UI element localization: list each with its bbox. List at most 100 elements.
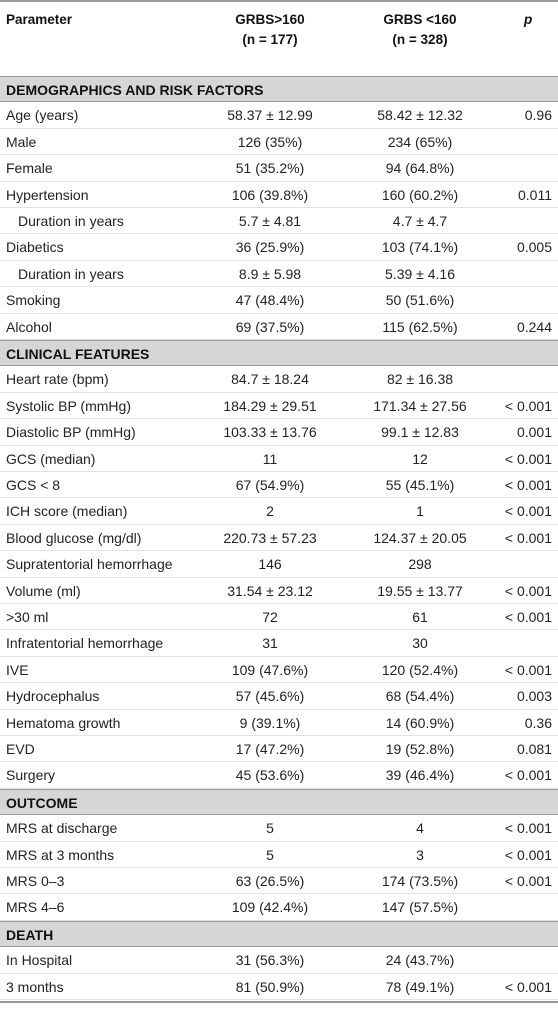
cell-value: 57 (45.6%) (235, 688, 305, 705)
cell-value: 58.42 ± 12.32 (377, 107, 463, 124)
table-row: Blood glucose (mg/dl) 220.73 ± 57.23 124.3… (0, 525, 558, 552)
cell-value: < 0.001 (504, 820, 552, 837)
row-label: MRS at 3 months (6, 846, 115, 863)
section-title: CLINICAL FEATURES (6, 346, 150, 362)
cell-value: 30 (412, 635, 428, 652)
row-label: Smoking (6, 292, 61, 309)
row-label: Male (6, 133, 37, 150)
column-header: GRBS <160 (383, 12, 457, 27)
cell-value: 63 (26.5%) (235, 873, 305, 889)
table-row: MRS 4–6 109 (42.4%) 147 (57.5%) (0, 894, 558, 921)
section-header: OUTCOME (0, 788, 558, 816)
row-label: Surgery (6, 767, 56, 784)
cell-value: 160 (60.2%) (381, 186, 459, 203)
cell-value: 78 (49.1%) (385, 978, 455, 995)
row-label: Hydrocephalus (6, 688, 100, 705)
row-label: Diastolic BP (mmHg) (6, 424, 136, 441)
column-subheader: (n = 328) (392, 32, 448, 47)
cell-value: 69 (37.5%) (235, 318, 305, 335)
row-label: Duration in years (18, 213, 124, 229)
column-subheader: (n = 177) (242, 32, 298, 47)
cell-value: 120 (52.4%) (381, 661, 459, 678)
row-label: GCS (median) (6, 450, 96, 467)
cell-value: < 0.001 (504, 397, 552, 414)
table-row: Supratentorial hemorrhage 146 298 (0, 551, 558, 578)
row-label: Diabetics (6, 239, 64, 256)
cell-value: 5.39 ± 4.16 (385, 265, 455, 282)
cell-value: < 0.001 (504, 477, 552, 493)
cell-value: 0.96 (524, 107, 552, 124)
cell-value: 4.7 ± 4.7 (392, 213, 448, 229)
cell-value: 0.36 (524, 714, 552, 731)
cell-value: 5 (266, 846, 274, 863)
cell-value: 17 (47.2%) (235, 741, 305, 757)
cell-value: 58.37 ± 12.99 (227, 107, 313, 124)
row-label: Alcohol (6, 318, 52, 335)
row-label: Heart rate (bpm) (6, 371, 109, 388)
row-label: MRS at discharge (6, 820, 118, 837)
cell-value: 72 (262, 609, 278, 625)
cell-value: 14 (60.9%) (385, 714, 455, 731)
cell-value: 99.1 ± 12.83 (381, 424, 459, 441)
cell-value: < 0.001 (504, 767, 552, 784)
bottom-rule (0, 1001, 558, 1003)
row-label: MRS 4–6 (6, 899, 65, 916)
cell-value: 147 (57.5%) (381, 899, 459, 916)
table-row: Heart rate (bpm) 84.7 ± 18.24 82 ± 16.38 (0, 366, 558, 393)
column-header: GRBS>160 (235, 12, 305, 27)
cell-value: 9 (39.1%) (239, 714, 301, 731)
row-label: GCS < 8 (6, 477, 61, 493)
table-row: Age (years) 58.37 ± 12.99 58.42 ± 12.32 0.9… (0, 102, 558, 129)
table-row: Duration in years 5.7 ± 4.81 4.7 ± 4.7 (0, 208, 558, 235)
row-label: IVE (6, 661, 29, 678)
section-title: OUTCOME (6, 794, 78, 811)
row-label: In Hospital (6, 952, 73, 969)
cell-value: 61 (412, 609, 428, 625)
cell-value: 234 (65%) (387, 133, 453, 150)
table-row: Hematoma growth 9 (39.1%) 14 (60.9%) 0.36 (0, 710, 558, 736)
table-row: GCS < 8 67 (54.9%) 55 (45.1%) < 0.001 (0, 472, 558, 499)
table-row: Volume (ml) 31.54 ± 23.12 19.55 ± 13.77 < 0… (0, 578, 558, 604)
top-rule (0, 0, 558, 2)
table-row: Hydrocephalus 57 (45.6%) 68 (54.4%) 0.003 (0, 683, 558, 710)
cell-value: 103.33 ± 13.76 (223, 424, 317, 441)
cell-value: 36 (25.9%) (235, 239, 305, 256)
cell-value: 184.29 ± 29.51 (223, 397, 317, 414)
cell-value: 0.011 (518, 186, 552, 203)
cell-value: 31 (56.3%) (235, 952, 305, 969)
cell-value: 19 (52.8%) (385, 741, 455, 757)
cell-value: 115 (62.5%) (382, 318, 458, 335)
cell-value: 109 (47.6%) (231, 661, 309, 678)
cell-value: 124.37 ± 20.05 (373, 529, 467, 546)
cell-value: 106 (39.8%) (231, 186, 309, 203)
cell-value: 12 (412, 450, 428, 467)
row-label: Female (6, 160, 53, 177)
table-row: Hypertension 106 (39.8%) 160 (60.2%) 0.011 (0, 182, 558, 208)
table-row: Diastolic BP (mmHg) 103.33 ± 13.76 99.1 ± … (0, 419, 558, 446)
cell-value: < 0.001 (504, 978, 552, 995)
section-header: DEATH (0, 920, 558, 948)
table-row: 3 months 81 (50.9%) 78 (49.1%) < 0.001 (0, 974, 558, 1000)
table-row: Diabetics 36 (25.9%) 103 (74.1%) 0.005 (0, 234, 558, 261)
cell-value: < 0.001 (504, 503, 552, 520)
table-row: EVD 17 (47.2%) 19 (52.8%) 0.081 (0, 736, 558, 763)
section-header: DEMOGRAPHICS AND RISK FACTORS (0, 76, 558, 103)
row-label: MRS 0–3 (6, 873, 65, 889)
row-label: ICH score (median) (6, 503, 128, 520)
cell-value: 39 (46.4%) (385, 767, 455, 784)
cell-value: 31.54 ± 23.12 (227, 582, 313, 599)
cell-value: 298 (408, 556, 432, 573)
cell-value: 103 (74.1%) (381, 239, 459, 256)
table-row: MRS 0–3 63 (26.5%) 174 (73.5%) < 0.001 (0, 868, 558, 895)
table-row: Alcohol 69 (37.5%) 115 (62.5%) 0.244 (0, 314, 558, 340)
cell-value: 0.081 (516, 741, 552, 757)
cell-value: < 0.001 (504, 529, 552, 546)
table-row: Surgery 45 (53.6%) 39 (46.4%) < 0.001 (0, 762, 558, 789)
row-label: >30 ml (6, 609, 49, 625)
section-title: DEATH (6, 926, 54, 943)
cell-value: 51 (35.2%) (235, 160, 305, 177)
cell-value: 82 ± 16.38 (386, 371, 454, 388)
row-label: 3 months (6, 978, 64, 995)
cell-value: 11 (262, 450, 278, 467)
